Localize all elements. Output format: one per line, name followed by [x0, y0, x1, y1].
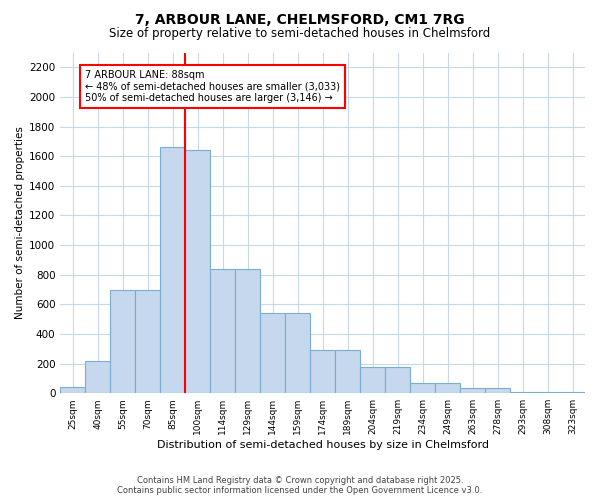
Bar [510, 392, 535, 393]
Bar [185, 150, 210, 393]
Bar [60, 388, 85, 393]
Y-axis label: Number of semi-detached properties: Number of semi-detached properties [15, 126, 25, 320]
Bar [385, 366, 410, 393]
Text: 7, ARBOUR LANE, CHELMSFORD, CM1 7RG: 7, ARBOUR LANE, CHELMSFORD, CM1 7RG [135, 12, 465, 26]
Bar [260, 313, 285, 393]
Bar [285, 313, 310, 393]
Text: Size of property relative to semi-detached houses in Chelmsford: Size of property relative to semi-detach… [109, 28, 491, 40]
Bar [310, 350, 335, 393]
Bar [210, 269, 235, 393]
Bar [560, 392, 585, 393]
Text: 7 ARBOUR LANE: 88sqm
← 48% of semi-detached houses are smaller (3,033)
50% of se: 7 ARBOUR LANE: 88sqm ← 48% of semi-detac… [85, 70, 340, 104]
Bar [110, 290, 135, 393]
Bar [410, 383, 435, 393]
Bar [335, 350, 360, 393]
Bar [85, 360, 110, 393]
Bar [535, 392, 560, 393]
Bar [360, 366, 385, 393]
Bar [485, 388, 510, 393]
Bar [460, 388, 485, 393]
Bar [235, 269, 260, 393]
Bar [435, 383, 460, 393]
Text: Contains HM Land Registry data © Crown copyright and database right 2025.
Contai: Contains HM Land Registry data © Crown c… [118, 476, 482, 495]
Bar [135, 290, 160, 393]
X-axis label: Distribution of semi-detached houses by size in Chelmsford: Distribution of semi-detached houses by … [157, 440, 488, 450]
Bar [160, 148, 185, 393]
